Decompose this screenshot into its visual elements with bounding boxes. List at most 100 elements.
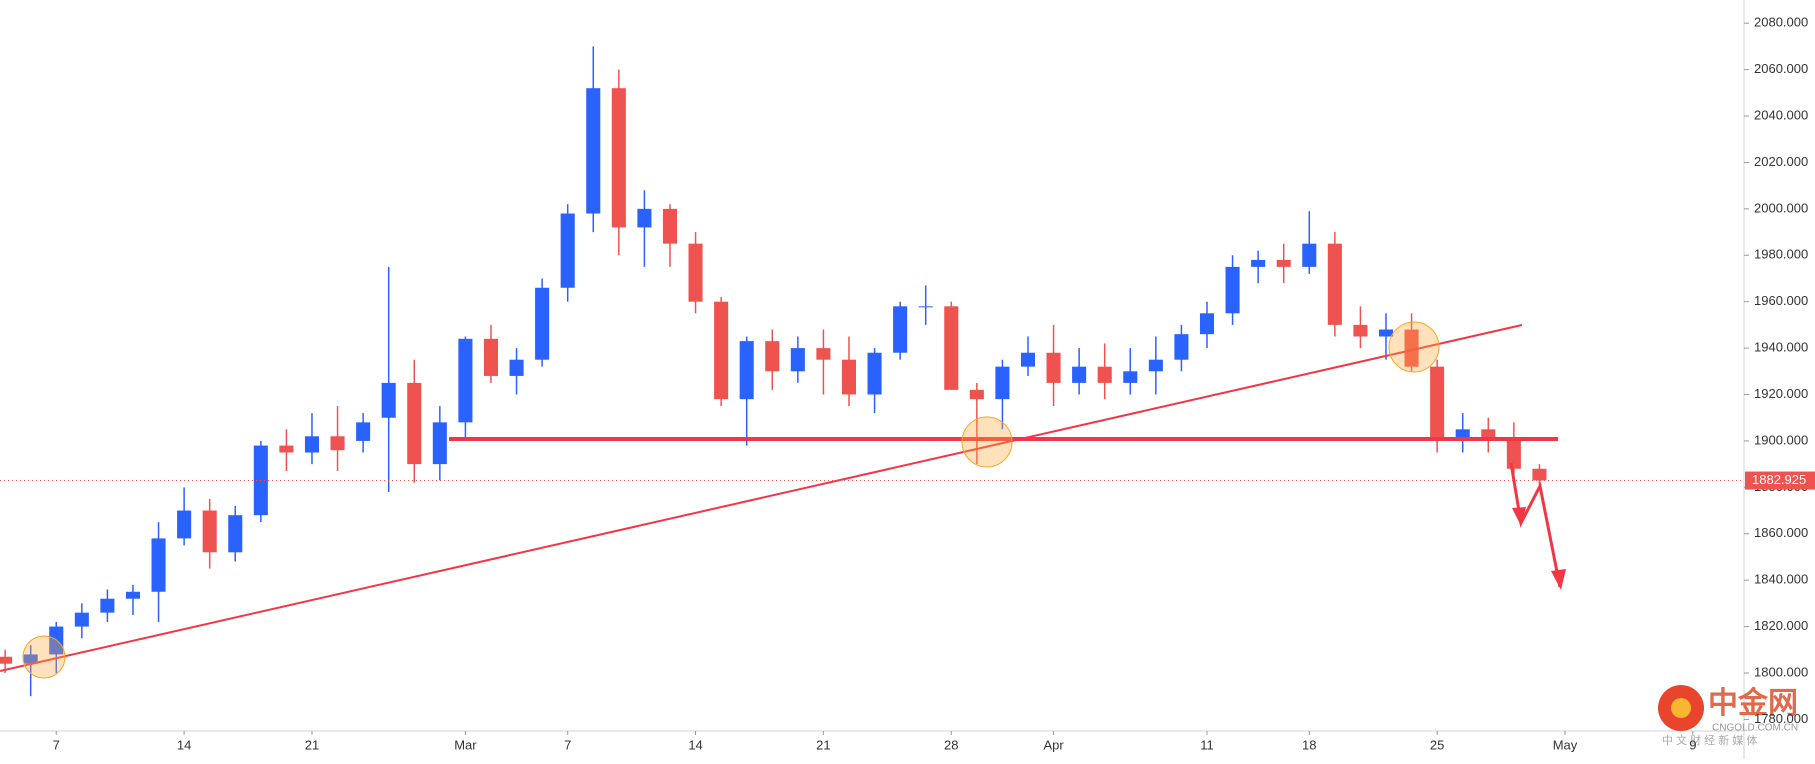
highlight-circle bbox=[961, 416, 1013, 468]
candle-body bbox=[1072, 366, 1087, 383]
candle-body bbox=[509, 359, 524, 376]
y-tick-label: 1820.000 bbox=[1754, 618, 1808, 633]
candle-body bbox=[1455, 429, 1470, 441]
candle-body bbox=[688, 243, 703, 302]
candle-body bbox=[1225, 266, 1240, 314]
candle-body bbox=[100, 598, 115, 613]
candle-body bbox=[790, 348, 805, 372]
x-tick-label: 9 bbox=[1689, 737, 1696, 752]
x-tick-label: 14 bbox=[177, 737, 191, 752]
arrow-head bbox=[1512, 507, 1526, 526]
candle-body bbox=[1327, 243, 1342, 325]
x-tick-label: 18 bbox=[1302, 737, 1316, 752]
candle-body bbox=[586, 88, 601, 214]
y-tick-label: 2080.000 bbox=[1754, 15, 1808, 30]
candle-body bbox=[177, 510, 192, 539]
x-tick-label: 25 bbox=[1430, 737, 1444, 752]
candle-body bbox=[381, 382, 396, 418]
candle-body bbox=[1481, 429, 1496, 441]
x-tick-label: 21 bbox=[816, 737, 830, 752]
candle-body bbox=[1404, 329, 1419, 367]
candle-body bbox=[867, 352, 882, 395]
x-tick-label: May bbox=[1553, 737, 1578, 752]
candle-body bbox=[125, 591, 141, 599]
y-tick-label: 1840.000 bbox=[1754, 572, 1808, 587]
x-tick-label: Mar bbox=[454, 737, 477, 752]
candle-body bbox=[765, 341, 780, 372]
y-tick-label: 1860.000 bbox=[1754, 525, 1808, 540]
candle-body bbox=[1097, 366, 1112, 383]
plot bbox=[0, 46, 1547, 697]
candle-body bbox=[1123, 371, 1138, 383]
candle-body bbox=[841, 359, 857, 395]
y-tick-label: 2000.000 bbox=[1754, 200, 1808, 215]
candle-body bbox=[1302, 243, 1317, 267]
candle-body bbox=[279, 445, 294, 453]
y-tick-label: 1960.000 bbox=[1754, 293, 1808, 308]
candle-body bbox=[714, 301, 729, 400]
candle-body bbox=[330, 436, 345, 451]
y-tick-label: 1900.000 bbox=[1754, 432, 1808, 447]
candle-body bbox=[662, 208, 678, 244]
y-tick-label: 1800.000 bbox=[1754, 664, 1808, 679]
candle-body bbox=[1251, 259, 1266, 267]
x-tick-label: 11 bbox=[1200, 737, 1214, 752]
candle-body bbox=[1353, 324, 1368, 337]
candle-body bbox=[535, 287, 550, 360]
candle-body bbox=[1532, 468, 1547, 481]
candle-body bbox=[1506, 440, 1521, 469]
candle-body bbox=[304, 436, 320, 453]
candle-body bbox=[151, 538, 166, 592]
candle-body bbox=[483, 338, 499, 376]
candle-body bbox=[74, 612, 89, 627]
y-tick-label: 1940.000 bbox=[1754, 340, 1808, 355]
candle-body bbox=[228, 515, 243, 553]
candle-body bbox=[458, 338, 473, 423]
y-tick-label: 1780.000 bbox=[1754, 711, 1808, 726]
logo: 中金网 CNGOLD.COM.CN 中 文 财 经 新 媒 体 bbox=[1658, 685, 1798, 747]
y-tick-label: 2060.000 bbox=[1754, 61, 1808, 76]
last-price-label: 1882.925 bbox=[1752, 472, 1806, 487]
candle-body bbox=[1199, 313, 1215, 335]
arrow-head bbox=[1551, 569, 1566, 590]
y-tick-label: 1920.000 bbox=[1754, 386, 1808, 401]
candle-body bbox=[611, 88, 626, 228]
highlight-circle bbox=[1388, 321, 1440, 373]
x-tick-label: 28 bbox=[944, 737, 958, 752]
candle-body bbox=[560, 213, 575, 288]
last-price-box bbox=[1745, 471, 1815, 490]
candle-body bbox=[407, 382, 422, 465]
y-tick-label: 2040.000 bbox=[1754, 107, 1808, 122]
x-tick-label: 14 bbox=[688, 737, 702, 752]
logo-domain: CNGOLD.COM.CN bbox=[1712, 723, 1798, 734]
candle-body bbox=[1148, 359, 1163, 372]
x-tick-label: 21 bbox=[305, 737, 319, 752]
candle-body bbox=[637, 208, 652, 228]
trend-line bbox=[0, 324, 1523, 672]
candle-body bbox=[1276, 259, 1291, 267]
candle-body bbox=[1046, 352, 1061, 383]
logo-title: 中金网 bbox=[1708, 686, 1798, 720]
x-tick-label: 7 bbox=[53, 737, 60, 752]
forecast-arrow bbox=[1509, 462, 1562, 588]
x-tick-label: 7 bbox=[564, 737, 571, 752]
logo-tagline: 中 文 财 经 新 媒 体 bbox=[1662, 733, 1757, 747]
candle-body bbox=[432, 422, 447, 465]
y-tick-label: 1980.000 bbox=[1754, 247, 1808, 262]
candle-body bbox=[816, 348, 831, 360]
drawings bbox=[0, 321, 1566, 679]
candle-body bbox=[1378, 329, 1394, 337]
candle-body bbox=[918, 306, 933, 308]
y-tick-label: 2020.000 bbox=[1754, 154, 1808, 169]
candle-body bbox=[23, 654, 38, 664]
candle-body bbox=[739, 341, 754, 400]
highlight-circle bbox=[22, 635, 66, 679]
candle-body bbox=[1174, 334, 1189, 360]
candle-body bbox=[995, 366, 1010, 400]
candle-body bbox=[969, 389, 984, 400]
logo-icon-inner bbox=[1671, 698, 1691, 718]
candle-body bbox=[944, 306, 959, 390]
candle-body bbox=[893, 306, 908, 353]
